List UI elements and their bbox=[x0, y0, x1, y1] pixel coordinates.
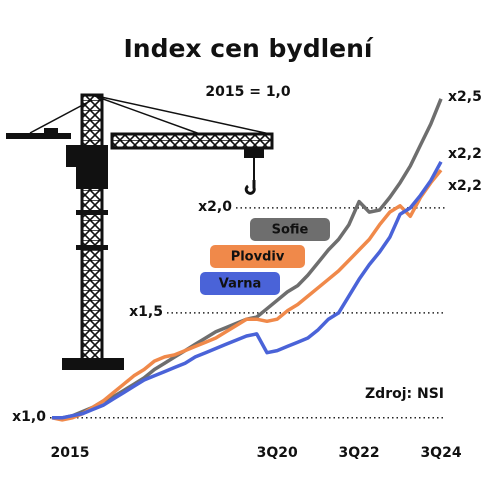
chart-subtitle: 2015 = 1,0 bbox=[205, 84, 291, 100]
y-tick-label: x2,0 bbox=[198, 199, 232, 215]
legend-label: Varna bbox=[219, 277, 262, 292]
end-value-label: x2,2 bbox=[448, 146, 482, 162]
x-tick-label: 3Q20 bbox=[257, 445, 298, 461]
legend-swatch bbox=[200, 272, 280, 295]
x-tick-label: 3Q22 bbox=[339, 445, 380, 461]
end-value-label: x2,5 bbox=[448, 89, 482, 105]
series-line bbox=[52, 160, 443, 420]
legend-label: Sofie bbox=[272, 223, 309, 238]
x-tick-label: 3Q24 bbox=[420, 445, 461, 461]
legend-label: Plovdiv bbox=[231, 250, 285, 265]
legend-swatch bbox=[250, 218, 330, 241]
series-line bbox=[51, 168, 443, 422]
y-tick-label: x1,5 bbox=[129, 304, 163, 320]
x-tick-label: 2015 bbox=[51, 445, 90, 461]
legend-swatch bbox=[210, 245, 305, 268]
y-tick-label: x1,0 bbox=[12, 409, 46, 425]
chart-title: Index cen bydlení bbox=[123, 34, 373, 63]
source-note: Zdroj: NSI bbox=[365, 386, 444, 402]
end-value-label: x2,2 bbox=[448, 178, 482, 194]
crane-illustration bbox=[6, 93, 274, 370]
